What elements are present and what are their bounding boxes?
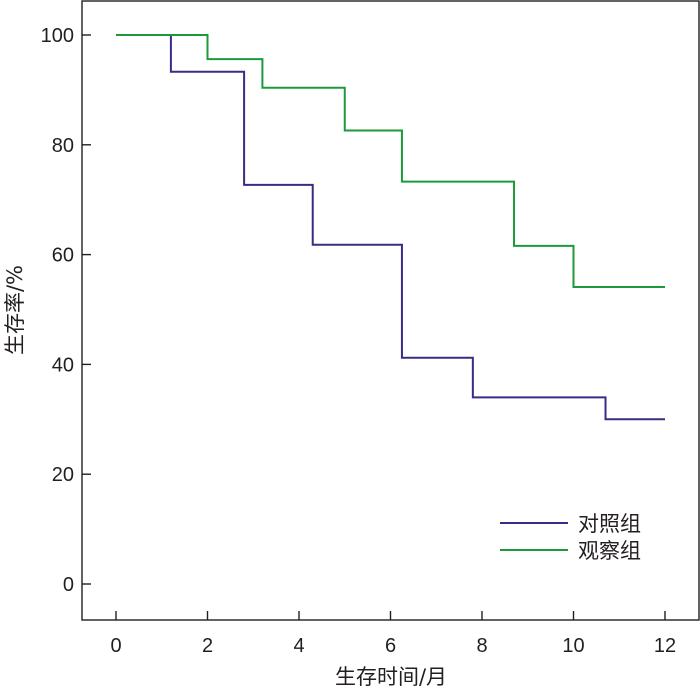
legend-label-1: 观察组 — [578, 539, 641, 563]
x-tick-label: 8 — [476, 635, 487, 657]
y-tick-label: 40 — [52, 354, 74, 376]
y-tick-label: 100 — [41, 25, 74, 47]
series-layer — [116, 34, 665, 421]
x-tick-label: 6 — [385, 635, 396, 657]
y-tick-label: 20 — [52, 464, 74, 486]
y-axis-ticks: 0 20 40 60 80 100 — [41, 25, 91, 596]
y-axis-title: 生存率/% — [3, 265, 27, 355]
y-tick-label: 80 — [52, 135, 74, 157]
x-tick-label: 4 — [293, 635, 304, 657]
x-axis-title: 生存时间/月 — [335, 665, 447, 689]
x-tick-label: 0 — [110, 635, 121, 657]
x-axis-ticks: 0 2 4 6 8 10 12 — [110, 611, 676, 657]
x-tick-label: 2 — [202, 635, 213, 657]
x-tick-label: 10 — [562, 635, 584, 657]
x-tick-label: 12 — [654, 635, 676, 657]
y-tick-label: 0 — [63, 574, 74, 596]
series-line-1 — [116, 34, 665, 288]
legend-label-0: 对照组 — [578, 512, 641, 536]
y-tick-label: 60 — [52, 245, 74, 267]
series-line-0 — [116, 34, 665, 421]
